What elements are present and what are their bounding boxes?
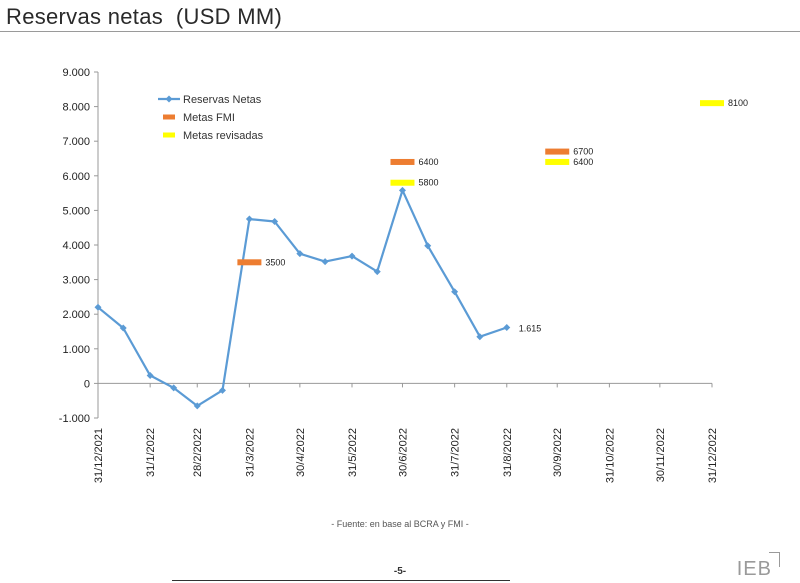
logo-mark-icon: [769, 552, 780, 567]
reservas-netas-point: [94, 303, 102, 311]
reservas-netas-point: [503, 324, 511, 332]
y-tick-label: 5.000: [62, 205, 90, 217]
legend-label: Metas revisadas: [183, 130, 264, 142]
reservas-netas-point: [451, 288, 459, 296]
metas-fmi-label: 3500: [265, 257, 285, 267]
x-tick-label: 31/12/2021: [93, 428, 105, 483]
legend-label: Metas FMI: [183, 112, 235, 124]
legend-label: Reservas Netas: [183, 94, 262, 106]
reservas-netas-point: [321, 258, 329, 266]
x-tick-label: 31/12/2022: [707, 428, 719, 483]
source-note: - Fuente: en base al BCRA y FMI -: [331, 519, 469, 529]
x-tick-label: 30/9/2022: [552, 428, 564, 477]
reservas-netas-point: [193, 402, 201, 410]
metas-revisadas-marker: [700, 100, 724, 107]
metas-fmi-marker: [237, 259, 262, 266]
x-tick-label: 31/7/2022: [450, 428, 462, 477]
reservas-netas-point: [398, 186, 406, 194]
slide-title: Reservas netas (USD MM): [6, 4, 283, 29]
y-tick-label: 7.000: [62, 136, 90, 148]
reservas-netas-point: [373, 268, 381, 276]
ieb-logo: IEB: [736, 558, 772, 580]
metas-fmi-marker: [545, 148, 570, 155]
x-tick-label: 31/1/2022: [145, 428, 157, 477]
reservas-netas-point: [296, 250, 304, 258]
x-tick-label: 30/11/2022: [655, 428, 667, 482]
metas-revisadas-label: 5800: [418, 178, 438, 188]
reservas-netas-point: [119, 324, 127, 332]
metas-fmi-label: 6700: [573, 147, 593, 157]
reservas-netas-point: [146, 371, 154, 379]
reservas-netas-point: [424, 242, 432, 250]
chart-legend: Reservas Netas Metas FMI Metas revisadas: [158, 94, 264, 142]
reservas-netas-point: [348, 252, 356, 260]
reservas-netas-point: [245, 215, 253, 223]
legend-marker-swatch: [165, 95, 173, 103]
y-tick-label: 2.000: [62, 309, 90, 321]
x-tick-label: 31/8/2022: [502, 428, 514, 477]
x-tick-label: 28/2/2022: [192, 428, 204, 477]
footer-divider: [172, 580, 510, 581]
metas-fmi-label: 6400: [418, 157, 438, 167]
x-tick-label: 31/10/2022: [604, 428, 616, 483]
reservas-netas-point: [476, 333, 484, 341]
y-tick-label: 1.000: [62, 344, 90, 356]
chart-axes: -1.000 0 1.000 2.000 3.000 4.000 5.000 6.000 7.0…: [59, 67, 719, 483]
reservas-netas-point: [271, 217, 279, 225]
reservas-netas-point: [218, 386, 226, 394]
y-tick-label: 8.000: [62, 102, 90, 114]
legend-dash-swatch: [163, 132, 175, 138]
page-number: -5-: [393, 566, 407, 577]
metas-revisadas-label: 6400: [573, 157, 593, 167]
reservas-end-label: 1.615: [519, 324, 542, 334]
x-tick-label: 31/5/2022: [347, 428, 359, 477]
x-tick-label: 30/6/2022: [397, 428, 409, 477]
metas-revisadas-label: 8100: [728, 98, 748, 108]
reservas-netas-line: [97, 189, 508, 407]
reservas-netas-point: [170, 384, 178, 392]
y-tick-label: 6.000: [62, 171, 90, 183]
metas-revisadas-marker: [545, 158, 570, 165]
legend-dash-swatch: [163, 114, 175, 120]
metas-revisadas-marker: [390, 179, 415, 186]
reservas-chart: -1.000 0 1.000 2.000 3.000 4.000 5.000 6.000 7.0…: [59, 67, 748, 483]
y-tick-label: 9.000: [62, 67, 90, 79]
title-divider: [0, 31, 800, 32]
metas-fmi-marker: [390, 158, 415, 165]
x-tick-label: 30/4/2022: [295, 428, 307, 477]
y-tick-label: 3.000: [62, 275, 90, 287]
y-tick-label: 4.000: [62, 240, 90, 252]
y-tick-label: 0: [84, 378, 90, 390]
x-tick-label: 31/3/2022: [244, 428, 256, 477]
y-tick-label: -1.000: [59, 413, 90, 425]
